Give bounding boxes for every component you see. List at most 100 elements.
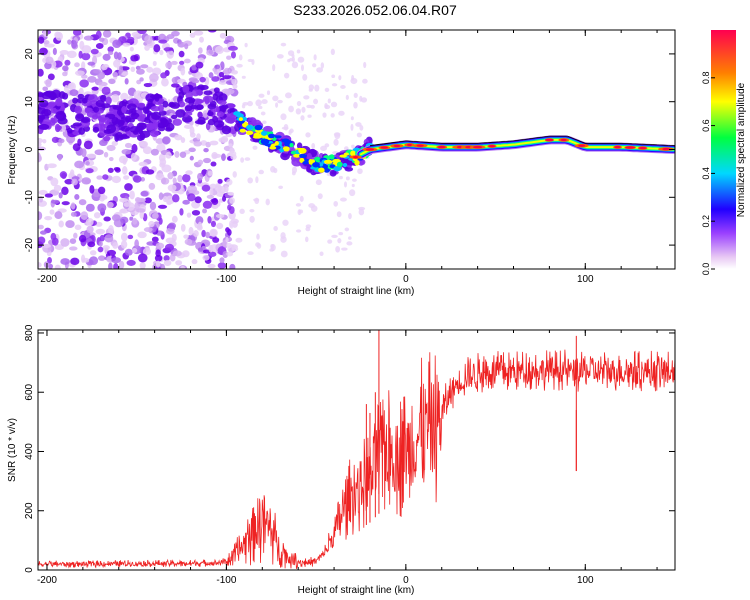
spectral-blob — [351, 183, 355, 188]
spectral-blob — [191, 259, 198, 265]
spectral-blob — [338, 110, 345, 116]
spectral-blob — [269, 146, 277, 150]
spectral-blob — [123, 175, 130, 180]
spectral-blob — [38, 123, 50, 130]
spectral-blob — [57, 153, 62, 161]
spectral-blob — [165, 151, 172, 159]
spectral-blob — [60, 238, 70, 247]
spectral-blob — [217, 100, 227, 105]
spectral-blob — [106, 124, 117, 134]
spectral-blob — [139, 132, 146, 141]
spectral-blob — [270, 244, 276, 252]
spectral-blob — [238, 120, 245, 124]
spectral-blob — [231, 246, 239, 252]
spectral-blob — [345, 94, 349, 100]
spectral-blob — [359, 125, 364, 131]
spectral-blob — [200, 140, 208, 146]
spectral-blob — [181, 115, 193, 123]
spectral-hotspot — [544, 138, 554, 142]
spectral-blob — [353, 92, 358, 98]
spectral-blob — [196, 104, 204, 110]
spectral-blob — [273, 226, 278, 232]
spectral-blob — [300, 64, 305, 72]
spectral-blob — [202, 95, 214, 103]
spectral-blob — [260, 138, 270, 145]
spectral-blob — [95, 99, 105, 108]
spectrogram-y-label: Frequency (Hz) — [7, 116, 18, 185]
spectral-blob — [300, 115, 305, 121]
x-tick-label: 0 — [403, 274, 409, 285]
spectrogram-x-label: Height of straight line (km) — [298, 286, 415, 297]
spectral-blob — [197, 247, 203, 252]
spectral-blob — [44, 91, 52, 96]
spectral-blob — [308, 158, 313, 165]
spectral-blob — [80, 118, 90, 123]
spectral-blob — [120, 232, 128, 242]
spectral-blob — [67, 39, 72, 45]
spectral-blob — [217, 178, 223, 184]
spectral-blob — [132, 175, 142, 183]
spectral-blob — [196, 133, 201, 140]
spectral-blob — [226, 242, 233, 249]
colorbar-tick-label: 0.6 — [701, 119, 711, 132]
colorbar-ticks: 0.0 0.2 0.4 0.6 0.8 — [701, 72, 715, 276]
spectral-blob — [163, 259, 172, 266]
snr-frame — [37, 329, 676, 571]
spectral-blob — [169, 253, 176, 262]
spectral-blob — [258, 93, 265, 98]
spectral-blob — [339, 154, 347, 158]
spectral-blob — [201, 184, 211, 192]
spectral-blob — [144, 197, 152, 204]
spectral-blob — [38, 224, 44, 230]
spectral-blob — [280, 232, 286, 239]
spectral-blob — [279, 148, 285, 153]
spectral-blob — [151, 236, 159, 243]
spectral-blob — [117, 119, 125, 127]
spectral-blob — [142, 247, 152, 256]
spectral-blob — [137, 116, 145, 122]
spectral-blob — [247, 177, 253, 184]
spectral-blob — [266, 90, 271, 96]
spectral-blob — [99, 196, 105, 202]
spectral-blob — [144, 45, 150, 51]
spectral-blob — [350, 123, 354, 131]
spectral-blob — [208, 244, 214, 253]
spectral-blob — [211, 197, 219, 206]
spectral-blob — [301, 106, 306, 113]
spectral-blob — [207, 103, 217, 110]
spectral-blob — [202, 208, 207, 214]
spectral-blob — [149, 130, 160, 137]
spectral-blob — [39, 230, 47, 235]
spectral-blob — [182, 199, 190, 205]
spectral-blob — [162, 100, 169, 108]
spectral-blob — [288, 105, 294, 113]
spectral-blob — [320, 145, 328, 151]
spectral-blob — [221, 104, 229, 110]
spectral-blob — [94, 149, 104, 156]
spectral-blob — [78, 127, 86, 135]
spectral-blob — [305, 132, 311, 138]
spectral-blob — [118, 155, 128, 164]
spectral-blob — [126, 259, 136, 266]
spectral-blob — [230, 51, 236, 59]
spectral-blob — [296, 49, 301, 54]
spectral-blob — [251, 59, 255, 65]
spectral-blob — [106, 144, 116, 152]
spectral-blob — [203, 157, 212, 164]
spectral-blob — [183, 58, 191, 64]
spectral-blob — [120, 216, 129, 224]
spectral-blob — [238, 54, 243, 61]
y-tick-label: 400 — [24, 443, 35, 460]
spectral-blob — [198, 47, 203, 54]
spectral-blob — [107, 51, 114, 56]
spectral-blob — [74, 70, 85, 77]
spectral-blob — [108, 262, 113, 269]
spectral-blob — [73, 232, 78, 239]
spectral-blob — [161, 78, 169, 87]
spectral-blob — [274, 135, 282, 139]
colorbar-tick-label: 0.0 — [701, 263, 711, 276]
spectral-blob — [207, 111, 214, 117]
spectral-blob — [64, 178, 74, 185]
spectral-blob — [222, 74, 232, 80]
spectral-blob — [255, 176, 259, 184]
